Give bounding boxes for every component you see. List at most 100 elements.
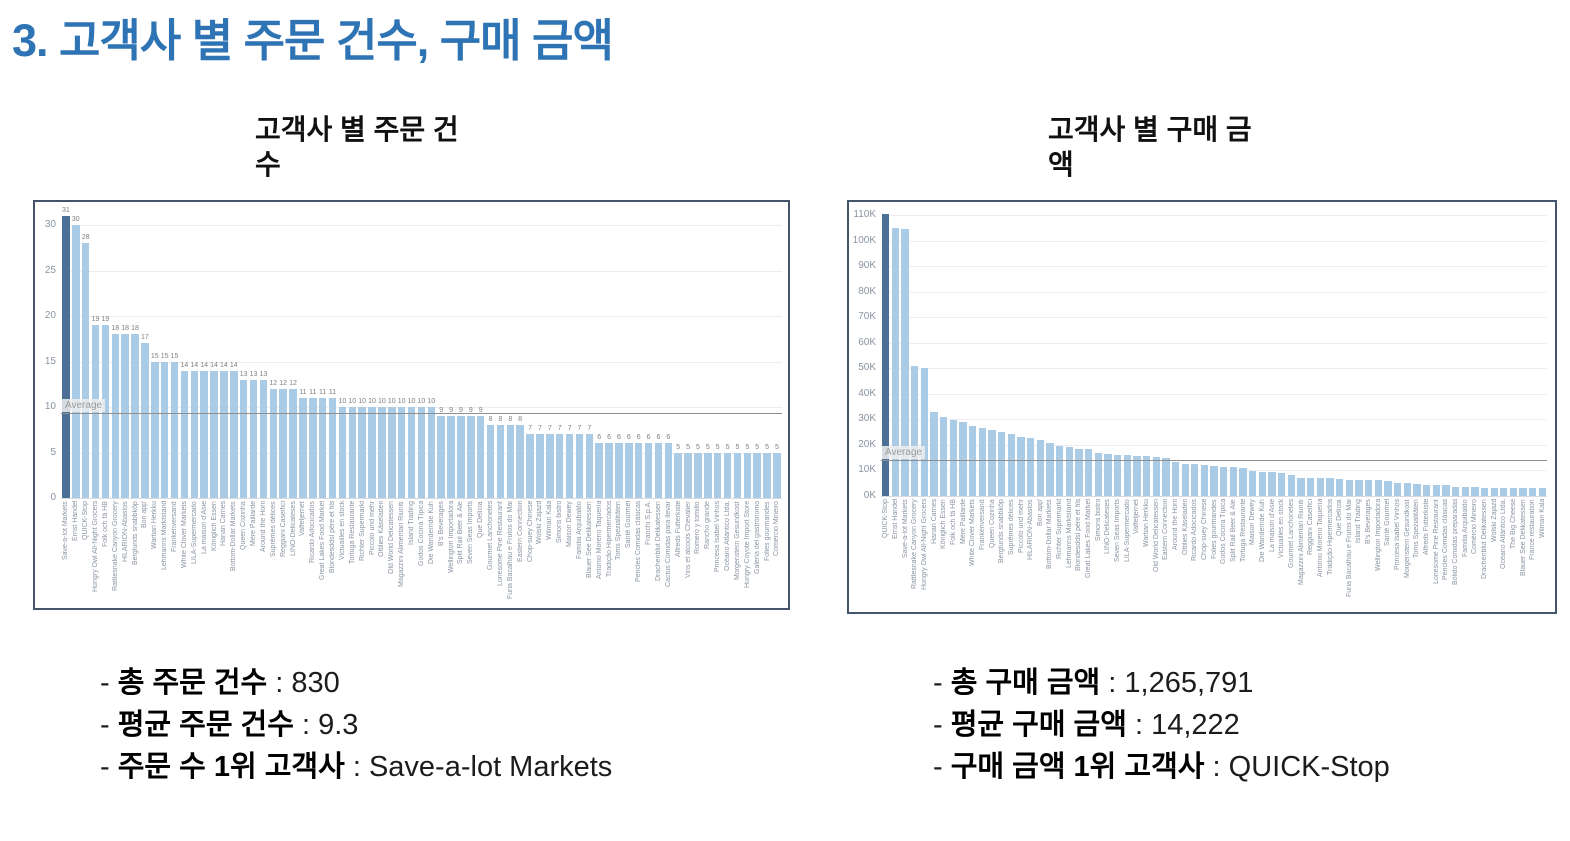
bar-column	[1258, 202, 1268, 496]
bar	[615, 443, 623, 498]
x-axis-label: Bon app'	[1036, 499, 1046, 608]
orders-chart-title: 고객사 별 주문 건 수	[255, 112, 459, 182]
bar-value-label: 5	[705, 443, 710, 451]
sales-stats-block: - 총 구매 금액 : 1,265,791- 평균 구매 금액 : 14,222…	[933, 662, 1498, 788]
x-axis-label-text: Que Delícia	[1336, 499, 1344, 536]
x-axis-label-text: Hungry Owl All-Night Grocers	[92, 501, 100, 593]
bar	[1500, 487, 1508, 496]
x-axis-label-text: Die Wandernde Kuh	[427, 501, 435, 564]
bar-column: 6	[634, 202, 644, 498]
bar	[1258, 471, 1267, 496]
bar-value-label: 8	[518, 416, 523, 424]
page-title: 3. 고객사 별 주문 건수, 구매 금액	[12, 15, 614, 66]
x-axis-label: Folies gourmandes	[762, 501, 772, 604]
average-label: Average	[62, 399, 106, 413]
x-axis-label: Berglunds snabbköp	[130, 501, 140, 604]
bar-column: 9	[446, 202, 456, 498]
bar-value-label: 18	[131, 325, 139, 333]
x-axis-label-text: Around the Horn	[1172, 499, 1180, 551]
bar-value-label: 18	[121, 325, 130, 333]
bar-column: 10	[397, 202, 407, 498]
x-axis-label: Save-a-lot Markets	[900, 499, 910, 608]
x-axis-label-text: Blauer See Delikatessen	[1519, 499, 1527, 576]
average-line	[881, 459, 1547, 461]
x-axis-label-text: Santé Gourmet	[625, 501, 633, 549]
bar-column	[1142, 202, 1152, 496]
y-axis-tick: 90K	[858, 260, 876, 272]
bar-column	[1277, 202, 1287, 496]
bar-column: 13	[259, 202, 269, 498]
bar	[467, 416, 475, 498]
x-axis-label-text: Comércio Mineiro	[773, 501, 781, 556]
bar	[437, 416, 445, 498]
bar-value-label: 5	[695, 443, 700, 451]
x-axis-label: Old World Delicatessen	[1151, 499, 1161, 608]
x-axis-label: Seven Seas Imports	[466, 501, 476, 604]
x-axis-label-text: Königlich Essen	[940, 499, 948, 549]
bar-column	[1345, 202, 1355, 496]
bar-column	[1451, 202, 1461, 496]
x-axis-label-text: Bon app'	[141, 501, 149, 529]
x-axis-label: Wellington Importadora	[1373, 499, 1383, 608]
bar	[1393, 483, 1402, 496]
bar-column: 7	[565, 202, 575, 498]
x-axis-label-text: Wellington Importadora	[1374, 499, 1382, 572]
x-axis-label: White Clover Markets	[968, 499, 978, 608]
x-axis-label-text: Maison Dewey	[566, 501, 574, 547]
bar-column	[1296, 202, 1306, 496]
gridline	[881, 444, 1547, 446]
bar-value-label: 15	[150, 352, 159, 360]
bar-column: 10	[338, 202, 348, 498]
bar	[1297, 477, 1305, 496]
bar	[1403, 483, 1411, 496]
bar-column: 10	[367, 202, 377, 498]
x-axis-label: Old World Delicatessen	[387, 501, 397, 604]
bar	[476, 416, 485, 498]
x-axis-label-text: Franchi S.p.A.	[645, 501, 653, 546]
bar	[1336, 478, 1344, 496]
bar-value-label: 12	[269, 379, 278, 387]
x-axis-label: LINO-Delicateses	[1103, 499, 1113, 608]
bar-column: 9	[466, 202, 476, 498]
bar	[1364, 480, 1373, 496]
bar-column	[1538, 202, 1548, 496]
x-axis-label: Gourmet Lanchonetes	[486, 501, 496, 604]
bar	[684, 452, 692, 498]
bar-column	[1354, 202, 1364, 496]
bar-value-label: 19	[101, 316, 110, 324]
bar-value-label: 7	[587, 425, 592, 433]
x-axis-label-text: Richter Supermarkt	[1056, 499, 1064, 560]
x-axis-label: HILARION-Abastos	[1026, 499, 1036, 608]
bar	[1249, 471, 1257, 496]
bar	[1345, 479, 1353, 496]
bar-value-label: 8	[498, 416, 503, 424]
bar-value-label: 6	[646, 434, 651, 442]
bar	[496, 425, 505, 498]
x-axis-label: Godos Cocina Típica	[417, 501, 427, 604]
x-axis-label: Around the Horn	[1171, 499, 1181, 608]
x-axis-label: Romero y tomillo	[693, 501, 703, 604]
x-axis-label-text: Wolski Zajazd	[1490, 499, 1498, 543]
x-axis-label: Rattlesnake Canyon Grocery	[910, 499, 920, 608]
x-axis-labels: Save-a-lot Markets Ernst Handel QUICK-Stop…	[61, 501, 782, 604]
bar	[141, 343, 149, 498]
bar-column: 6	[624, 202, 634, 498]
bar	[279, 388, 287, 498]
stat-dash: -	[933, 709, 951, 742]
bar	[1307, 478, 1315, 496]
bar	[121, 334, 129, 498]
bar	[743, 452, 752, 498]
bar	[526, 434, 534, 498]
bar-column: 10	[357, 202, 367, 498]
x-axis-label: Königlich Essen	[939, 499, 949, 608]
x-axis-label-text: Tradição Hipermercados	[1326, 499, 1334, 576]
x-axis-label-text: Berglunds snabbköp	[998, 499, 1006, 563]
bar	[713, 452, 722, 498]
x-axis-label-text: Wilman Kala	[546, 501, 554, 541]
y-axis-tick: 0	[50, 492, 56, 503]
bar	[486, 425, 495, 498]
bar-column	[1151, 202, 1161, 496]
bar-value-label: 11	[309, 388, 317, 396]
bar	[309, 397, 317, 498]
bar	[625, 443, 633, 498]
